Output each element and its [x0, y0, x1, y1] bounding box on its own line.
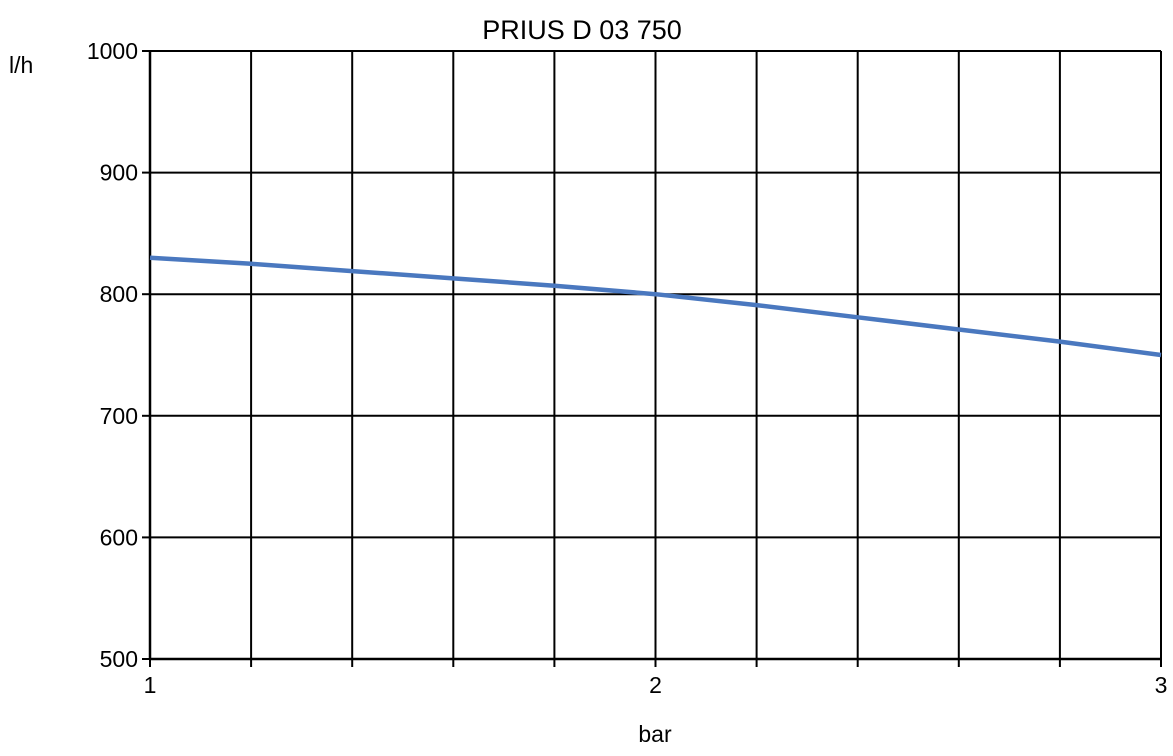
- axes: [142, 50, 1162, 667]
- tick-labels: 500 600 700 800 900 1000 1 2 3: [87, 38, 1168, 698]
- x-tick-label: 1: [144, 672, 157, 698]
- series-line: [149, 255, 1162, 358]
- y-tick-label: 700: [100, 403, 138, 429]
- grid: [149, 50, 1162, 660]
- y-tick-label: 800: [100, 281, 138, 307]
- y-tick-label: 1000: [87, 38, 138, 64]
- series: [149, 255, 1162, 358]
- x-tick-label: 2: [649, 672, 662, 698]
- y-tick-label: 500: [100, 646, 138, 672]
- y-tick-label: 600: [100, 524, 138, 550]
- x-axis-label: bar: [638, 721, 672, 747]
- y-axis-label: l/h: [9, 52, 33, 78]
- y-tick-label: 900: [100, 160, 138, 186]
- chart-title: PRIUS D 03 750: [482, 15, 682, 45]
- x-tick-label: 3: [1155, 672, 1168, 698]
